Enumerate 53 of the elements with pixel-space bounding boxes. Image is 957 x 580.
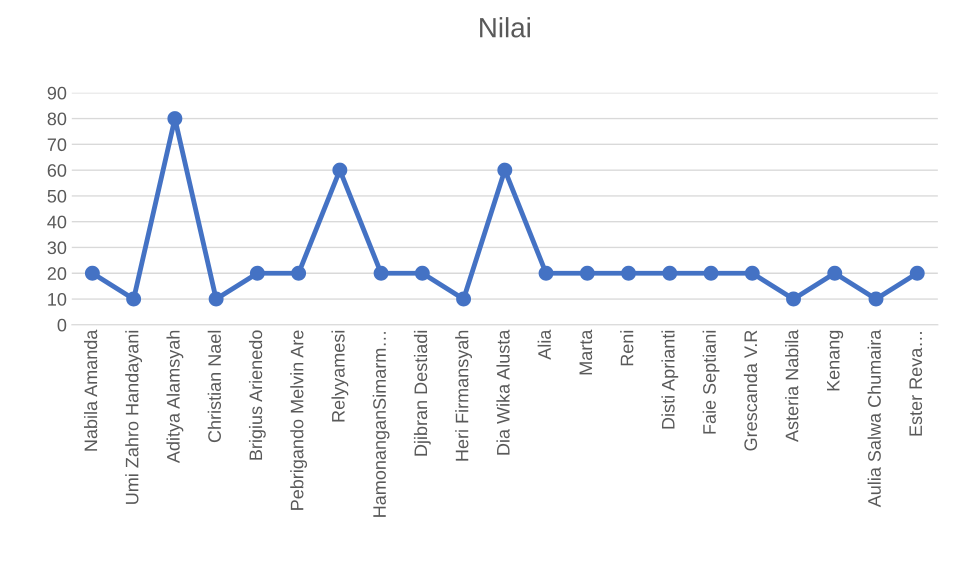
- x-tick-label: Faie Septiani: [702, 330, 720, 434]
- x-tick-label: Asteria Nabila: [785, 330, 798, 442]
- y-tick-label: 60: [48, 164, 66, 177]
- point: [580, 266, 595, 281]
- point: [84, 266, 100, 281]
- x-tick-label: Pebrigando Melvin Are: [290, 330, 308, 510]
- chart-title: Nilai: [480, 17, 530, 38]
- y-tick-label: 10: [48, 292, 66, 306]
- x-tick-label: Relyyamesi: [331, 330, 348, 422]
- point: [744, 266, 760, 281]
- point: [621, 266, 636, 281]
- point: [167, 111, 182, 126]
- x-tick-label: Christian Nael: [208, 330, 221, 442]
- x-tick-label: Disti Aprianti: [661, 330, 678, 429]
- point: [704, 266, 718, 281]
- point: [126, 292, 142, 306]
- x-tick-label: Aulia Salwa Chumaira: [868, 330, 881, 508]
- point: [827, 266, 842, 281]
- x-tick-label: Djibran Destiadi: [414, 330, 431, 456]
- y-tick-label: 40: [47, 216, 66, 228]
- point: [456, 292, 472, 306]
- x-tick-label: Heri Firmansyah: [455, 330, 472, 461]
- x-tick-label: Alia: [538, 330, 551, 360]
- point: [291, 266, 306, 281]
- y-tick-label: 80: [48, 112, 66, 126]
- y-tick-label: 50: [48, 190, 66, 203]
- x-tick-label: Aditya Alamsyah: [166, 330, 184, 464]
- y-tick-label: 0: [58, 318, 66, 332]
- y-tick-label: 90: [48, 86, 66, 100]
- x-tick-label: Nabila Amanda: [84, 330, 98, 451]
- point: [662, 266, 678, 281]
- x-tick-label: Kenang: [827, 330, 844, 390]
- y-tick-label: 30: [48, 241, 66, 254]
- point: [497, 162, 512, 178]
- x-tick-label: Ester Reva…: [909, 332, 922, 436]
- point: [208, 292, 224, 306]
- point: [250, 266, 265, 281]
- point: [786, 292, 801, 306]
- point: [538, 266, 554, 281]
- point: [374, 266, 389, 281]
- point: [414, 266, 430, 281]
- y-tick-label: 70: [48, 138, 66, 152]
- y-tick-label: 20: [48, 267, 66, 280]
- x-tick-label: HamonanganSimarm…: [372, 332, 390, 517]
- x-tick-label: Grescanda V.R: [744, 330, 758, 451]
- x-tick-label: Marta: [580, 330, 592, 374]
- x-tick-label: Dia Wika Alusta: [496, 330, 510, 455]
- x-tick-label: Umi Zahro Handayani: [125, 330, 142, 504]
- x-tick-label: Reni: [620, 330, 634, 366]
- point: [910, 266, 925, 281]
- point: [868, 292, 884, 306]
- point: [332, 162, 348, 178]
- x-tick-label: Brigius Arienedo: [248, 330, 266, 460]
